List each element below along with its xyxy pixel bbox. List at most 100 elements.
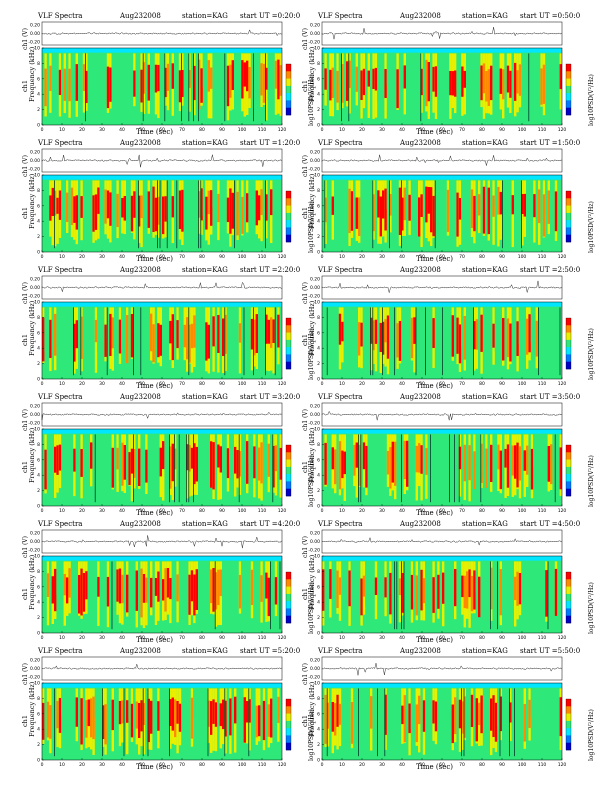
spectrogram-cell — [169, 446, 172, 489]
x-tick-label: 30 — [379, 254, 385, 260]
spectrogram-cell — [128, 180, 131, 228]
x-tick-label: 10 — [59, 508, 65, 514]
spectrogram-cell — [559, 447, 562, 490]
spectrogram-cell — [246, 701, 249, 723]
x-tick-label: 120 — [558, 381, 567, 387]
spectrogram-cell — [193, 574, 196, 616]
spectrogram-cell — [207, 700, 210, 727]
y-tick-label: 10 — [34, 554, 40, 560]
spectrogram-cell — [166, 180, 168, 249]
y-tick-label: 4 — [317, 92, 320, 98]
spectrogram-cell — [214, 561, 216, 630]
x-tick-label: 10 — [339, 381, 345, 387]
x-tick-label: 30 — [99, 635, 105, 641]
y-tick-label: 4 — [37, 727, 40, 733]
spectrogram-cell — [535, 561, 538, 599]
spectra-panel-2: 0.20 0.00 -0.20 0 2 4 6 8 10 0 10 20 30 40 50 60 70 80 90 1… — [21, 139, 315, 265]
spectrogram-cell — [408, 194, 411, 221]
spectrogram-cell — [497, 444, 500, 470]
spectrogram-cell — [248, 699, 251, 723]
spectrogram-cell — [190, 447, 194, 469]
spectrogram-cell — [138, 561, 141, 607]
spectrogram-cell — [490, 561, 491, 630]
x-tick-label: 40 — [399, 127, 405, 133]
spectrogram-cell — [123, 196, 126, 221]
x-tick-label: 120 — [278, 381, 287, 387]
spectrogram-cell — [322, 180, 325, 215]
panel-start-time: start UT =5:20:0 — [240, 647, 301, 655]
spectrogram-cell — [135, 180, 138, 210]
colorbar-segment — [566, 191, 571, 199]
x-tick-label: 20 — [359, 381, 365, 387]
x-tick-label: 60 — [439, 635, 445, 641]
spectrogram-cell — [190, 53, 194, 85]
spectrogram-cell — [547, 446, 550, 482]
colorbar-label: log10PSD(V²/Hz) — [588, 201, 595, 253]
spectrogram-cell — [506, 65, 510, 93]
panel-date: Aug232008 — [120, 393, 161, 401]
colorbar-segment — [286, 339, 291, 348]
panel-title: VLF Spectra — [318, 393, 363, 401]
colorbar-segment — [286, 325, 291, 333]
frequency-ylabel: Frequency (kHz) — [308, 46, 316, 102]
spectrogram-cell — [246, 561, 249, 602]
spectrogram-cell — [166, 63, 170, 91]
spectrogram-cell — [142, 688, 144, 757]
spectrogram-cell — [550, 53, 553, 92]
spectrogram-cell — [274, 577, 278, 605]
spectrogram-cell — [401, 561, 402, 630]
spectrogram-cell — [92, 307, 95, 352]
x-tick-label: 30 — [99, 381, 105, 387]
waveform-ytick-label: 0.00 — [310, 31, 320, 37]
colorbar-label: log10PSD(V²/Hz) — [588, 74, 595, 126]
x-tick-label: 120 — [558, 635, 567, 641]
spectrogram-cell — [169, 53, 172, 94]
panel-date: Aug232008 — [120, 647, 161, 655]
spectrogram-cell — [114, 561, 117, 590]
spectrogram-cell — [502, 688, 505, 725]
spectrogram-cell — [511, 53, 514, 96]
colorbar-segment — [566, 318, 571, 326]
panel-title: VLF Spectra — [38, 12, 83, 20]
waveform-ytick-label: -0.20 — [28, 167, 40, 173]
spectrogram-cell — [377, 190, 380, 218]
waveform-ytick-label: -0.20 — [28, 675, 40, 681]
colorbar-segment — [286, 93, 291, 101]
spectrogram-cell — [478, 53, 481, 85]
spectrogram-cell — [82, 64, 86, 92]
spectrogram-cell — [552, 180, 555, 227]
spectrogram-cell — [87, 53, 90, 93]
spectrogram-cell — [492, 323, 495, 348]
spectrogram-cell — [348, 60, 351, 88]
spectrogram-cell — [485, 71, 488, 102]
spectrogram-cell — [152, 186, 155, 232]
y-tick-label: 10 — [314, 554, 320, 560]
spectrogram-cell — [190, 570, 194, 602]
spectrogram-cell — [51, 576, 54, 604]
x-tick-label: 40 — [119, 508, 125, 514]
spectrogram-cell — [326, 688, 328, 757]
spectrogram-cell — [506, 444, 510, 488]
spectrogram-cell — [97, 53, 100, 101]
spectrogram-cell — [422, 53, 426, 93]
time-xlabel: Time (sec) — [136, 763, 174, 771]
spectrogram-cell — [188, 324, 191, 363]
spectrogram-cell — [75, 320, 78, 349]
spectrogram-cell — [75, 64, 78, 101]
spectrogram-cell — [195, 446, 198, 482]
waveform-ytick-label: 0.20 — [310, 531, 320, 537]
spectrogram-cell — [478, 576, 481, 618]
spectrogram-cell — [401, 434, 402, 503]
spectrogram-cell — [473, 321, 476, 350]
spectrogram-cell — [415, 575, 418, 616]
y-tick-label: 4 — [37, 219, 40, 225]
spectrogram-cell — [554, 191, 558, 232]
spectrogram-cell — [169, 320, 172, 344]
spectrogram-cell — [358, 434, 359, 503]
spectrogram-cell — [66, 192, 69, 222]
spectrogram-cell — [384, 319, 387, 343]
spectrogram-cell — [217, 444, 220, 468]
spectrogram-cell — [379, 322, 382, 352]
spectrogram-cell — [210, 441, 213, 488]
spectrogram-cell — [329, 69, 332, 101]
